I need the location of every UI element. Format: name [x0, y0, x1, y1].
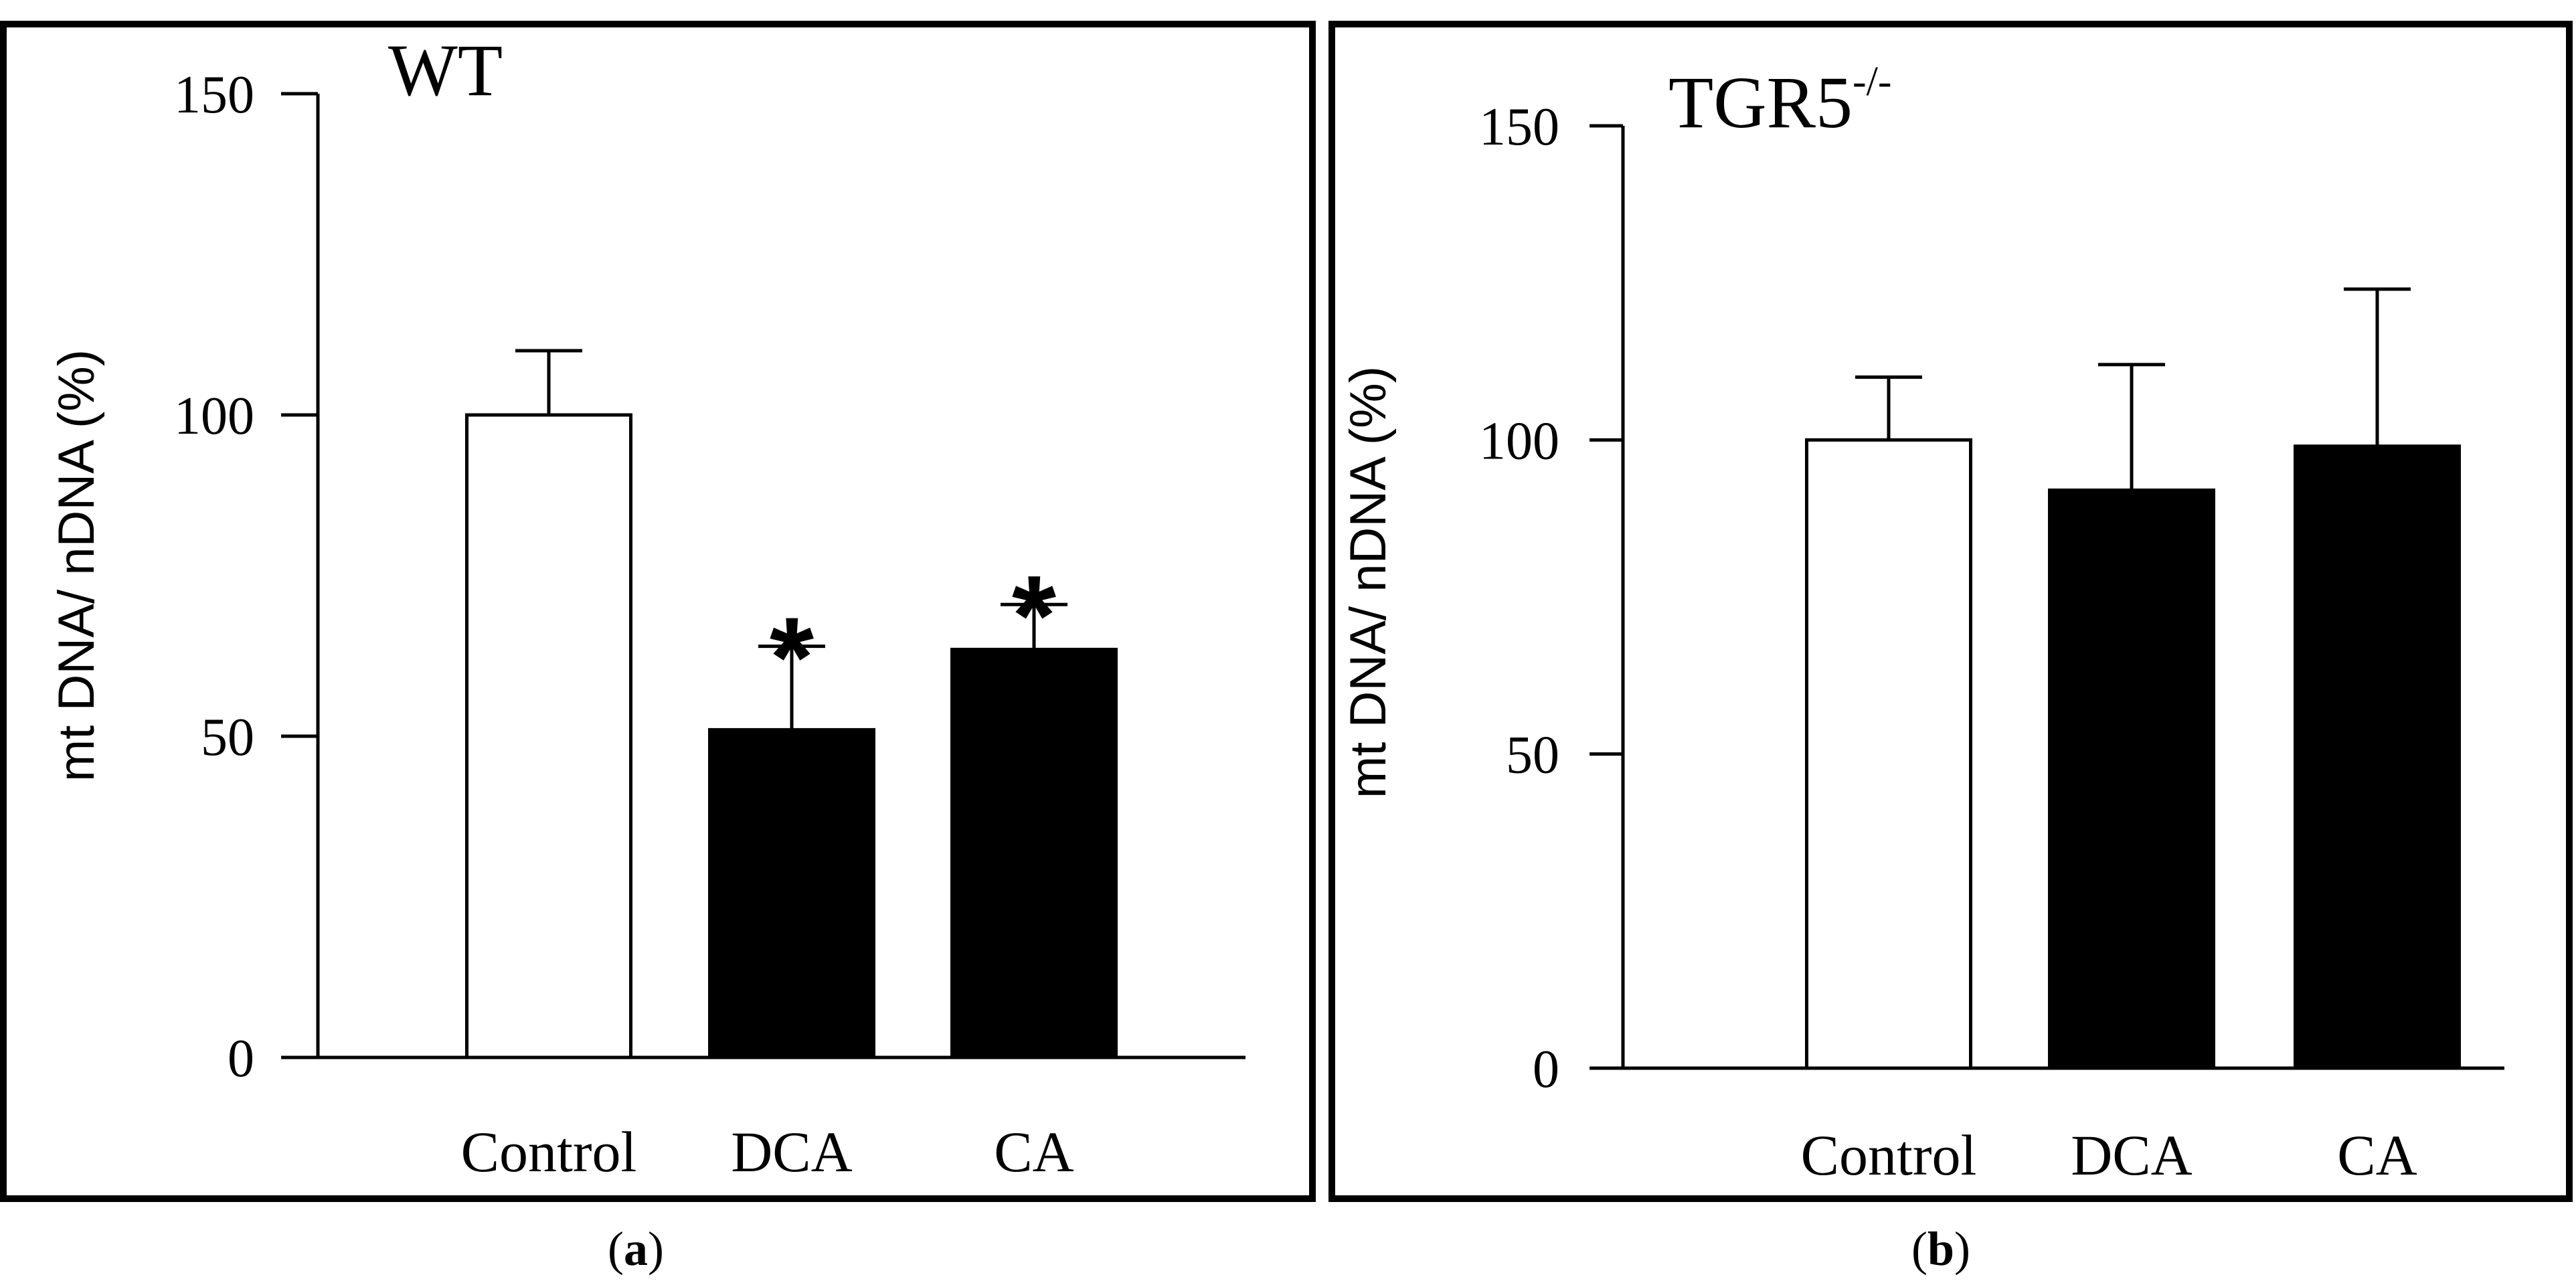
panel-b-x-tick-labels: Control DCA CA	[1801, 1123, 2417, 1187]
panel-a-x-label-dca: DCA	[731, 1120, 853, 1184]
panel-a-significance-dca: *	[770, 594, 814, 721]
panel-b-y-tick-label: 150	[1479, 98, 1559, 157]
panel-b-bar-control	[1805, 438, 1972, 1070]
panel-b-y-tick-labels: 0 50 100 150	[1479, 98, 1559, 1099]
panel-a-x-label-ca: CA	[994, 1120, 1074, 1184]
panel-b-frame	[1328, 21, 2573, 1202]
panel-a-x-tick-labels: Control DCA CA	[461, 1120, 1074, 1184]
panel-a-y-tick-label: 0	[228, 1029, 254, 1088]
panel-a-bar-dca	[708, 727, 875, 1059]
panel-b-y-tick-label: 100	[1479, 412, 1559, 470]
panel-b-bars	[1805, 438, 2461, 1070]
panel-b-x-label-ca: CA	[2337, 1123, 2417, 1187]
panel-a-bar-control	[465, 413, 632, 1059]
panel-b-title: TGR5-/-	[1668, 59, 1892, 143]
panel-a-error-bars	[515, 349, 1067, 730]
panel-a-y-tick-labels: 0 50 100 150	[174, 66, 254, 1088]
panel-b-y-axis-label: mt DNA/ nDNA (%)	[1340, 366, 1397, 798]
panel-b-y-tick-label: 0	[1533, 1040, 1559, 1099]
panel-b: TGR5-/- mt DNA/ nDNA (%) 0 50 100 150 Contr…	[1328, 21, 2573, 1276]
panel-b-bar-dca	[2048, 488, 2215, 1070]
panel-b-y-ticks	[1590, 124, 1623, 1070]
panel-a-significance-ca: *	[1012, 552, 1056, 679]
panel-a-bar-ca	[950, 647, 1118, 1059]
panel-b-caption: (b)	[1911, 1222, 1970, 1276]
panel-a-title: WT	[388, 29, 503, 111]
panel-a-y-axis-label: mt DNA/ nDNA (%)	[48, 349, 105, 782]
panel-b-x-label-control: Control	[1801, 1123, 1977, 1187]
panel-a-caption: (a)	[608, 1222, 664, 1276]
panel-a-frame	[0, 21, 1316, 1202]
panel-a-y-ticks	[281, 92, 318, 1059]
panel-b-bar-ca	[2294, 444, 2461, 1070]
panel-a-bars	[465, 413, 1118, 1059]
panel-b-x-label-dca: DCA	[2071, 1123, 2193, 1187]
panel-b-y-tick-label: 50	[1506, 726, 1559, 785]
panel-a-significance-marks: * *	[770, 552, 1056, 721]
panel-a-y-tick-label: 150	[174, 66, 254, 124]
panel-a-x-label-control: Control	[461, 1120, 637, 1184]
panel-a-y-tick-label: 100	[174, 387, 254, 446]
panel-b-error-bars	[1855, 287, 2411, 491]
panel-a-y-tick-label: 50	[201, 708, 254, 767]
